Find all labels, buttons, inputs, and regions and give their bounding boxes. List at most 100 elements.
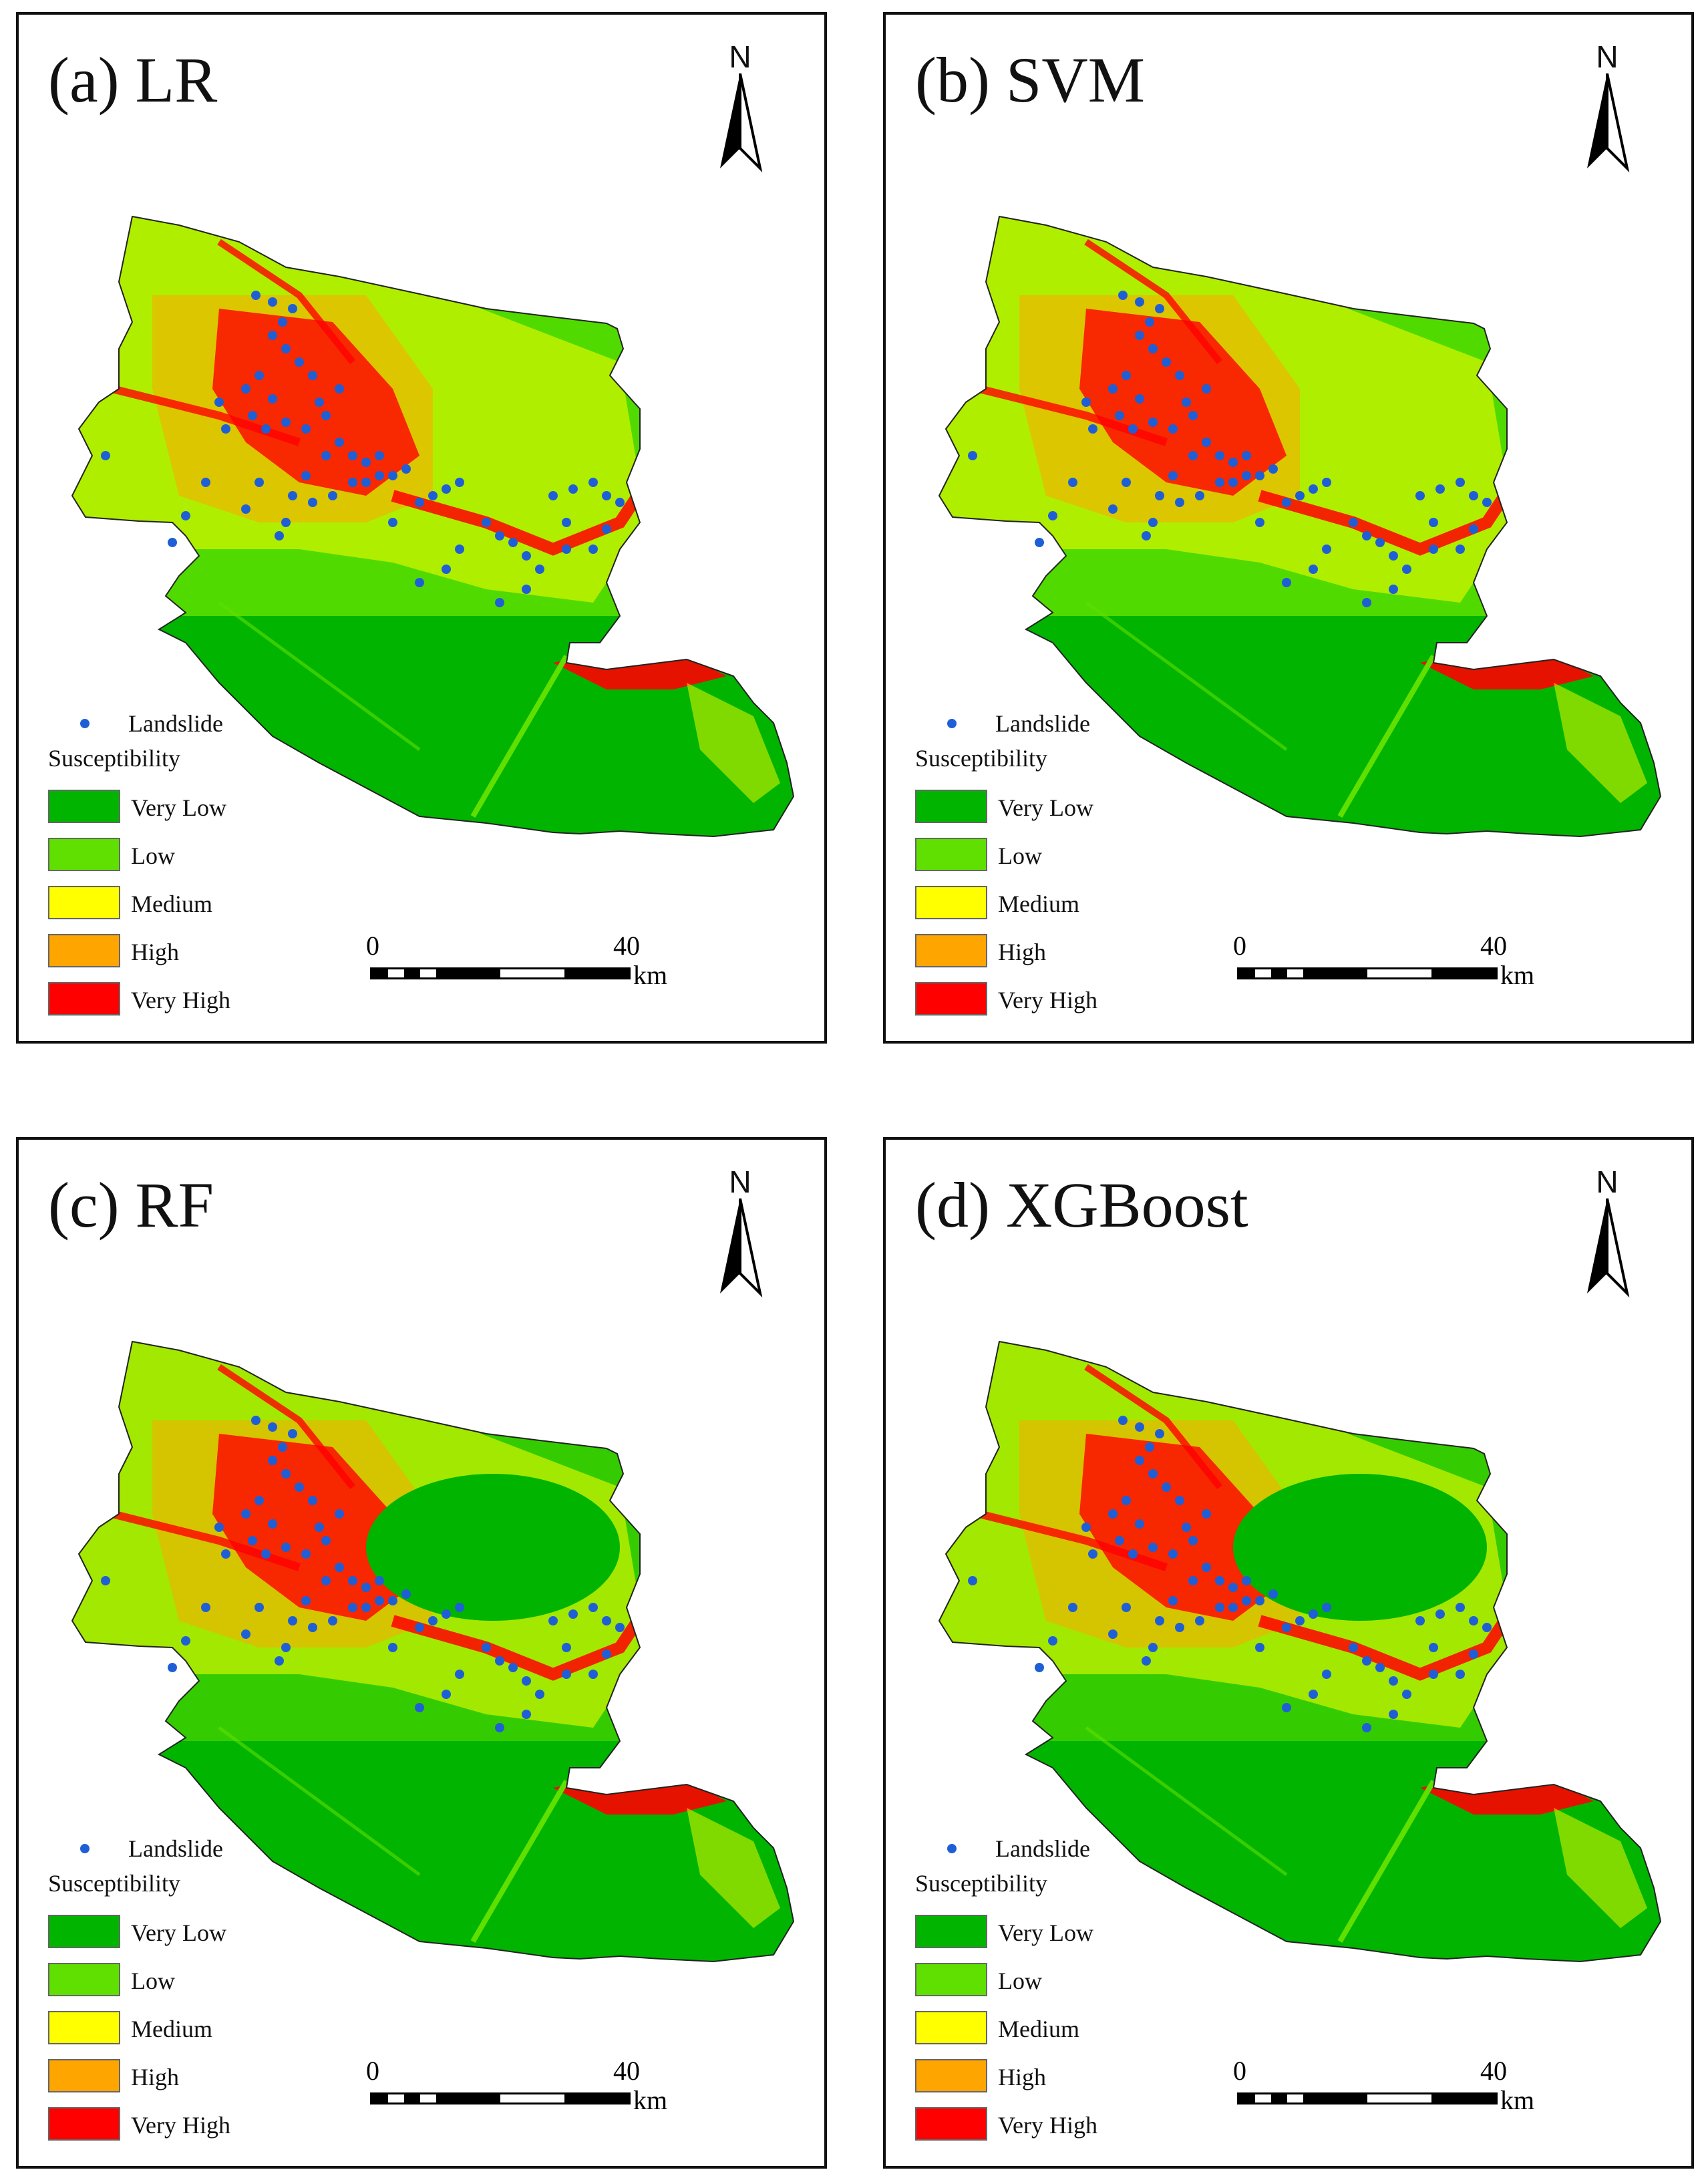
landslide-point (361, 1603, 371, 1612)
landslide-point (1148, 1543, 1158, 1552)
legend-swatch (48, 2107, 120, 2141)
landslide-point (254, 1603, 264, 1612)
landslide-point (1402, 565, 1411, 574)
landslide-point (1429, 1670, 1438, 1679)
landslide-point (1202, 1563, 1211, 1572)
landslide-points (968, 1416, 1492, 1732)
landslide-point (455, 544, 464, 554)
landslide-point (268, 1519, 277, 1529)
landslide-point (401, 1589, 411, 1599)
landslide-point (1402, 1690, 1411, 1699)
landslide-point (1162, 1483, 1171, 1492)
landslide-point (1148, 518, 1158, 527)
landslide-point (1228, 1583, 1238, 1592)
legend-label: Very High (998, 2112, 1097, 2139)
landslide-point (1188, 1576, 1198, 1585)
landslide-point (1469, 1650, 1478, 1659)
landslide-point (428, 491, 438, 500)
scale-bar-graphic (370, 2092, 631, 2104)
landslide-point (602, 1650, 611, 1659)
landslide-point (335, 438, 344, 447)
landslide-point (254, 1496, 264, 1505)
landslide-point (295, 357, 304, 367)
landslide-point (1155, 1616, 1164, 1625)
legend-swatch (915, 2059, 987, 2092)
landslide-point (1148, 344, 1158, 353)
landslide-point (261, 424, 271, 434)
landslide-point (254, 371, 264, 380)
legend-label: High (998, 2064, 1046, 2090)
landslide-point (522, 585, 531, 594)
legend-swatch (915, 2107, 987, 2141)
legend-label: Low (131, 1968, 175, 1994)
landslide-point (1155, 1429, 1164, 1438)
legend-swatch (48, 1915, 120, 1948)
susceptibility-map (71, 215, 795, 838)
landslide-point (1188, 411, 1198, 420)
legend-swatch (48, 934, 120, 967)
landslide-point (1188, 451, 1198, 460)
landslide-point (214, 398, 224, 407)
landslide-point (1215, 1576, 1224, 1585)
legend-label: Low (998, 1968, 1042, 1994)
landslide-point (415, 498, 424, 507)
scale-end-label: 40 (1480, 2056, 1507, 2086)
landslide-point (1035, 538, 1044, 547)
landslide-point (1309, 484, 1318, 494)
landslide-point (321, 1536, 331, 1545)
landslide-point (375, 1576, 384, 1585)
landslide-point (508, 1663, 518, 1672)
legend-landslide-label: Landslide (128, 710, 223, 737)
landslide-point (181, 1636, 190, 1646)
landslide-point (388, 518, 397, 527)
landslide-point (1255, 1596, 1264, 1605)
landslide-point (562, 544, 571, 554)
panel-title: (b) SVM (915, 44, 1146, 116)
north-arrow-icon (720, 1198, 763, 1298)
scale-bar-graphic (1237, 2092, 1498, 2104)
landslide-point (261, 1549, 271, 1559)
landslide-point (251, 1416, 261, 1425)
landslide-point (495, 598, 504, 607)
landslide-point (1168, 1596, 1178, 1605)
landslide-point (251, 291, 261, 300)
landslide-point (1242, 471, 1251, 480)
legend-label: Very Low (998, 1919, 1093, 1946)
scale-bar: 0 40 km (366, 930, 713, 997)
landslide-point (361, 478, 371, 487)
legend-label: Very High (131, 2112, 230, 2139)
scale-start-label: 0 (366, 2056, 379, 2086)
susceptibility-map (71, 1340, 795, 1963)
landslide-point (1362, 531, 1371, 540)
legend-label: Low (998, 842, 1042, 869)
landslide-point (1482, 1623, 1492, 1632)
susceptibility-map (938, 215, 1662, 838)
landslide-point (1309, 1690, 1318, 1699)
landslide-point (248, 1536, 257, 1545)
landslide-point (201, 1603, 210, 1612)
landslide-point (1375, 538, 1385, 547)
legend-swatch (48, 886, 120, 919)
landslide-point (1255, 471, 1264, 480)
landslide-point (375, 1596, 384, 1605)
north-arrow: N (1574, 41, 1641, 175)
landslide-point (1456, 1603, 1465, 1612)
north-arrow-icon (1587, 73, 1630, 173)
landslide-point (308, 1496, 317, 1505)
map-panel-xgboost: (d) XGBoost N Landslide Susceptibility Very… (883, 1137, 1694, 2169)
landslide-point (1155, 491, 1164, 500)
landslide-point (1456, 1670, 1465, 1679)
landslide-point (168, 538, 177, 547)
landslide-point (1469, 491, 1478, 500)
landslide-point (288, 1616, 297, 1625)
legend-label: High (131, 2064, 179, 2090)
landslide-point (281, 518, 291, 527)
north-label: N (729, 39, 751, 74)
landslide-point (1145, 317, 1154, 327)
landslide-point (275, 1656, 284, 1666)
landslide-point (415, 1623, 424, 1632)
scale-bar: 0 40 km (1233, 2055, 1580, 2122)
landslide-point (495, 1656, 504, 1666)
legend-label: Very Low (998, 794, 1093, 821)
landslide-point (1081, 1523, 1091, 1532)
